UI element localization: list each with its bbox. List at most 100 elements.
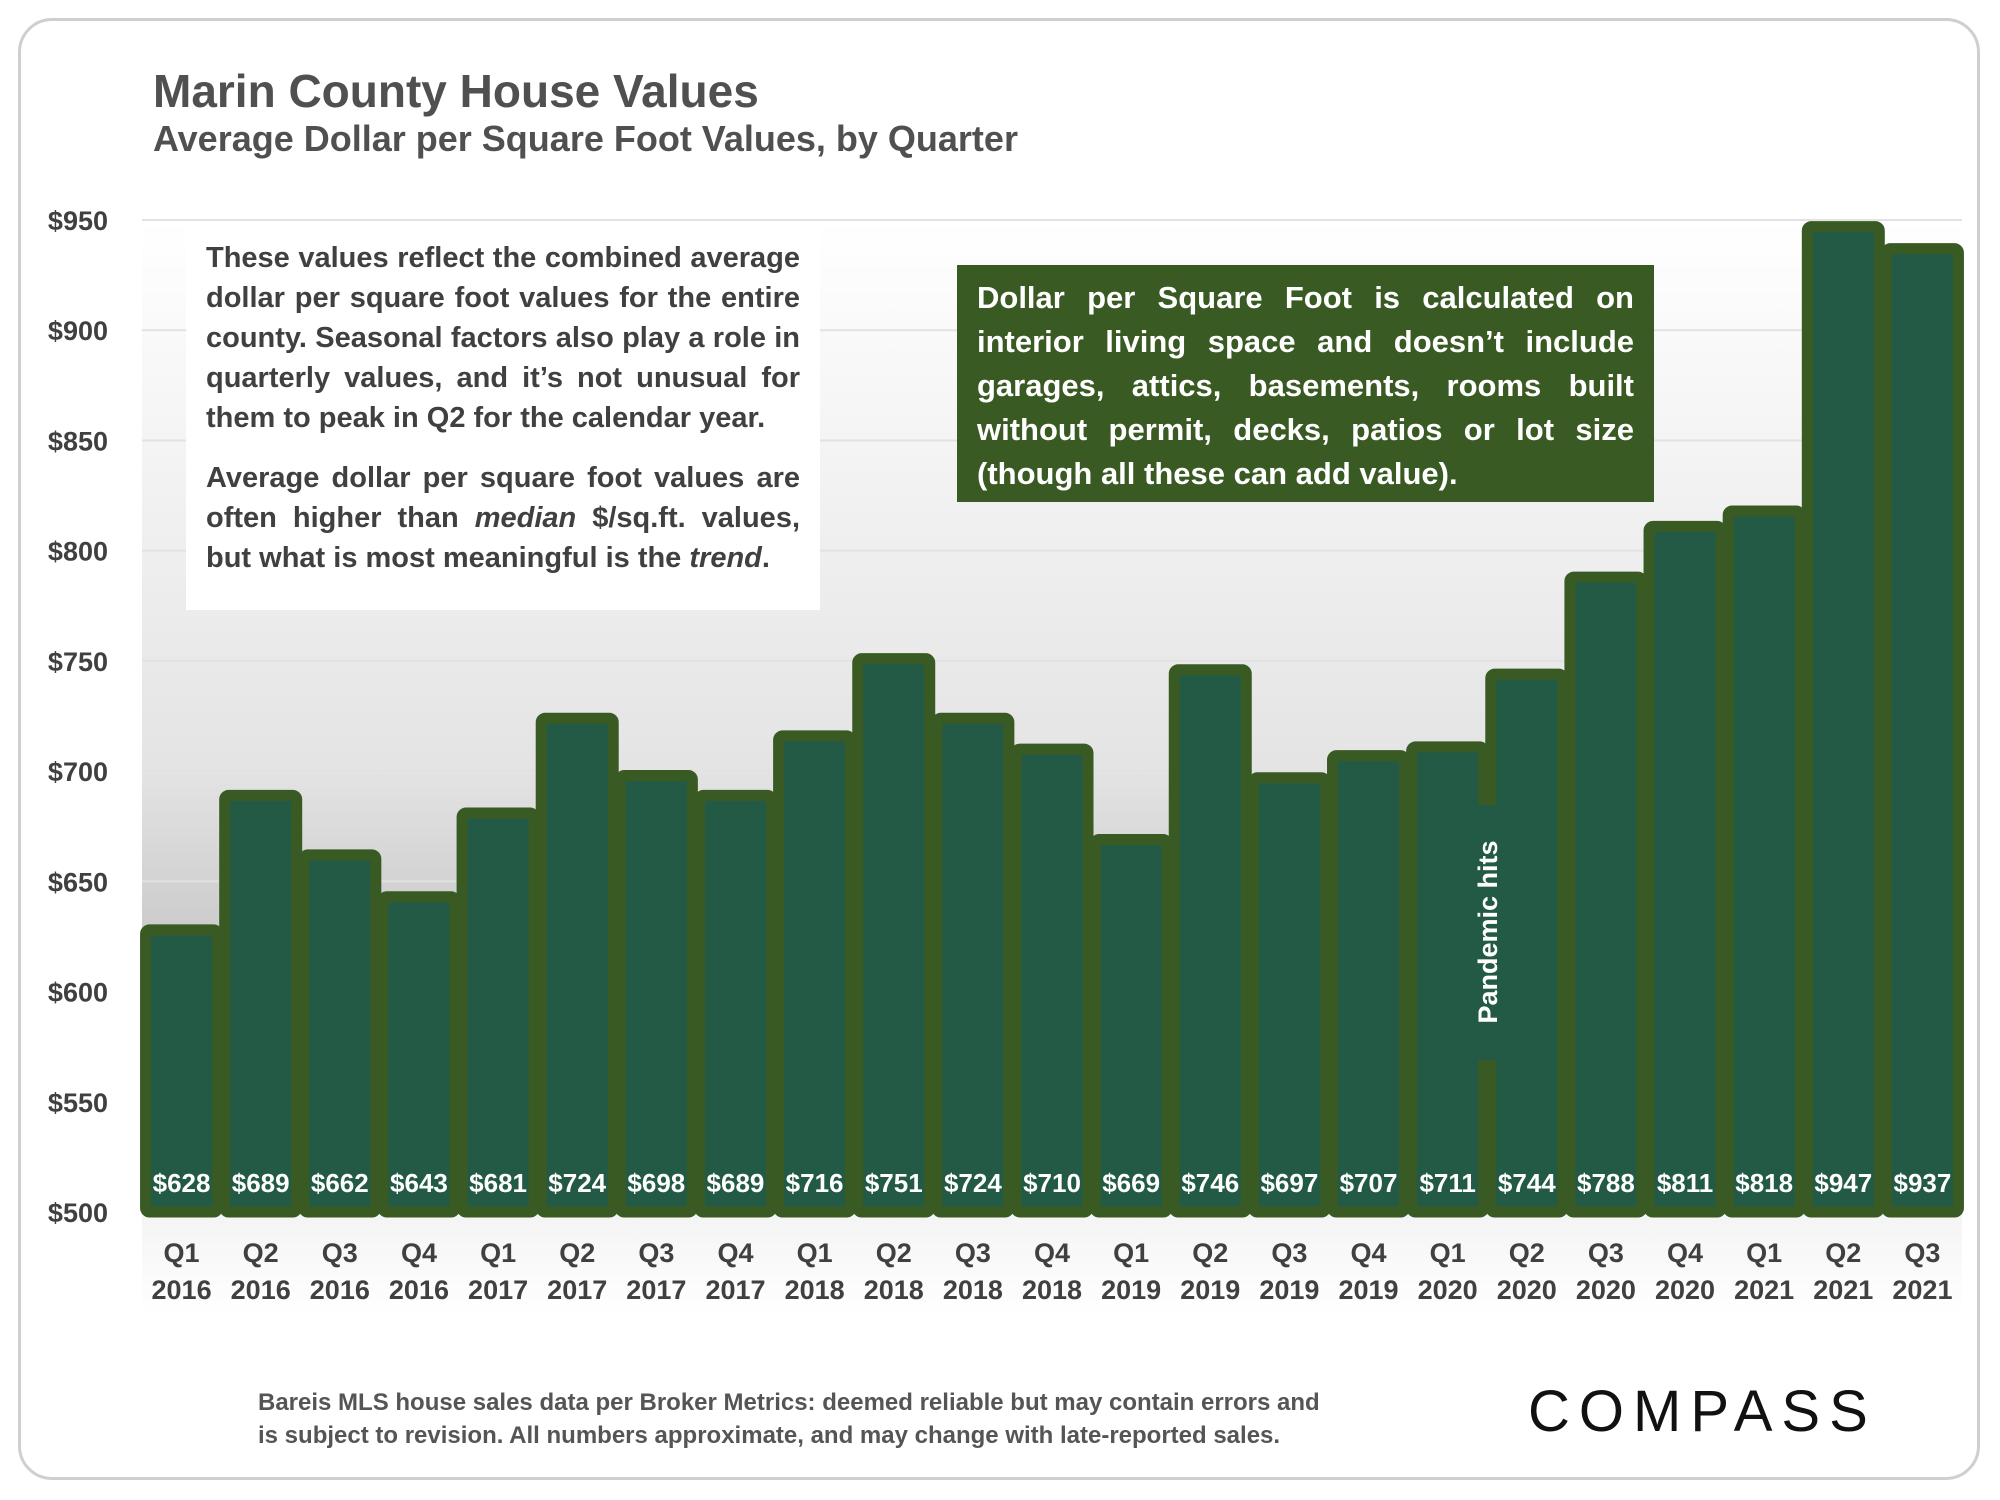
x-tick-label-quarter: Q2 [559,1238,595,1268]
bar-value-label: $707 [1340,1168,1398,1198]
x-tick-label-year: 2017 [626,1275,686,1305]
note-emphasis-trend: trend [689,542,762,574]
y-tick-label: $500 [48,1198,108,1228]
bar-value-label: $669 [1102,1168,1160,1198]
bar-value-label: $662 [311,1168,369,1198]
y-tick-label: $700 [48,757,108,787]
bar [852,653,936,1218]
note-white-box: These values reflect the combined averag… [186,226,820,610]
x-tick-label-quarter: Q4 [401,1238,437,1268]
bar-value-label: $744 [1498,1168,1556,1198]
x-tick-label-quarter: Q1 [164,1238,200,1268]
bar [140,924,224,1218]
note-text: $/sq.ft. values, but what is most meanin… [206,502,801,574]
x-tick-label-quarter: Q3 [1904,1238,1940,1268]
x-tick-label-year: 2019 [1338,1275,1398,1305]
x-tick-label-quarter: Q4 [717,1238,753,1268]
x-tick-label-quarter: Q2 [1825,1238,1861,1268]
y-tick-label: $950 [48,206,108,236]
bar [377,891,461,1218]
x-tick-label-quarter: Q1 [797,1238,833,1268]
x-tick-label-year: 2020 [1576,1275,1636,1305]
bar [298,849,382,1218]
x-axis-band [142,1212,1962,1317]
note-text: . [761,542,770,574]
bar-value-label: $689 [707,1168,765,1198]
bar-value-label: $724 [548,1168,606,1198]
x-tick-label-year: 2018 [864,1275,924,1305]
bar [1564,571,1648,1218]
bar-value-label: $788 [1577,1168,1635,1198]
bar-value-label: $937 [1894,1168,1952,1198]
x-tick-label-year: 2016 [231,1275,291,1305]
x-tick-label-quarter: Q2 [876,1238,912,1268]
pandemic-label: Pandemic hits [1473,840,1503,1023]
compass-logo: COMPASS [1528,1379,1877,1444]
x-tick-label-quarter: Q2 [243,1238,279,1268]
bar-value-label: $710 [1023,1168,1081,1198]
bar [693,789,777,1218]
bar [1801,221,1885,1218]
x-tick-label-year: 2017 [468,1275,528,1305]
bar-value-label: $628 [153,1168,211,1198]
x-tick-label-year: 2019 [1259,1275,1319,1305]
x-tick-label-quarter: Q3 [638,1238,674,1268]
x-tick-label-year: 2018 [785,1275,845,1305]
bar-value-label: $724 [944,1168,1002,1198]
x-tick-label-year: 2018 [1022,1275,1082,1305]
x-tick-label-year: 2020 [1655,1275,1715,1305]
bar [1247,772,1331,1218]
x-tick-label-quarter: Q1 [480,1238,516,1268]
x-tick-label-year: 2020 [1418,1275,1478,1305]
bar-value-label: $689 [232,1168,290,1198]
y-tick-label: $550 [48,1088,108,1118]
x-tick-label-quarter: Q4 [1034,1238,1070,1268]
bar-value-label: $697 [1260,1168,1318,1198]
pandemic-label-box [1462,805,1512,1060]
x-tick-label-year: 2016 [310,1275,370,1305]
note-white-paragraph-2: Average dollar per square foot values ar… [206,458,800,578]
bar [1010,743,1094,1218]
source-note: Bareis MLS house sales data per Broker M… [258,1386,1378,1452]
bar-value-label: $698 [627,1168,685,1198]
bar [456,807,540,1218]
x-tick-label-year: 2017 [547,1275,607,1305]
x-tick-label-quarter: Q3 [955,1238,991,1268]
x-tick-label-quarter: Q3 [1588,1238,1624,1268]
bar-value-label: $711 [1419,1168,1475,1198]
y-tick-label: $850 [48,426,108,456]
bar-value-label: $746 [1181,1168,1239,1198]
x-tick-label-year: 2020 [1497,1275,1557,1305]
x-tick-label-year: 2018 [943,1275,1003,1305]
x-tick-label-quarter: Q2 [1192,1238,1228,1268]
bar-value-label: $751 [865,1168,923,1198]
note-green-box: Dollar per Square Foot is calculated on … [957,265,1654,502]
x-tick-label-quarter: Q3 [322,1238,358,1268]
bar [219,789,303,1218]
source-line-2: is subject to revision. All numbers appr… [258,1422,1281,1449]
x-tick-label-year: 2021 [1813,1275,1873,1305]
bar [931,712,1015,1218]
bar [1168,664,1252,1218]
x-tick-label-year: 2016 [389,1275,449,1305]
x-tick-label-year: 2021 [1892,1275,1952,1305]
source-line-1: Bareis MLS house sales data per Broker M… [258,1389,1320,1416]
chart-subtitle: Average Dollar per Square Foot Values, b… [153,118,1018,159]
bar-value-label: $818 [1735,1168,1793,1198]
bar-value-label: $681 [469,1168,527,1198]
x-tick-label-year: 2021 [1734,1275,1794,1305]
x-tick-label-quarter: Q1 [1746,1238,1782,1268]
note-text: Average dollar per square foot values ar… [206,462,800,534]
y-tick-label: $750 [48,647,108,677]
note-white-paragraph-1: These values reflect the combined averag… [206,242,800,434]
note-emphasis-median: median [474,502,577,534]
bar [535,712,619,1218]
chart-title: Marin County House Values [153,65,759,117]
y-tick-label: $600 [48,978,108,1008]
x-tick-label-year: 2019 [1180,1275,1240,1305]
bar [614,770,698,1218]
x-tick-label-year: 2019 [1101,1275,1161,1305]
x-tick-label-quarter: Q2 [1509,1238,1545,1268]
bar [1643,520,1727,1218]
